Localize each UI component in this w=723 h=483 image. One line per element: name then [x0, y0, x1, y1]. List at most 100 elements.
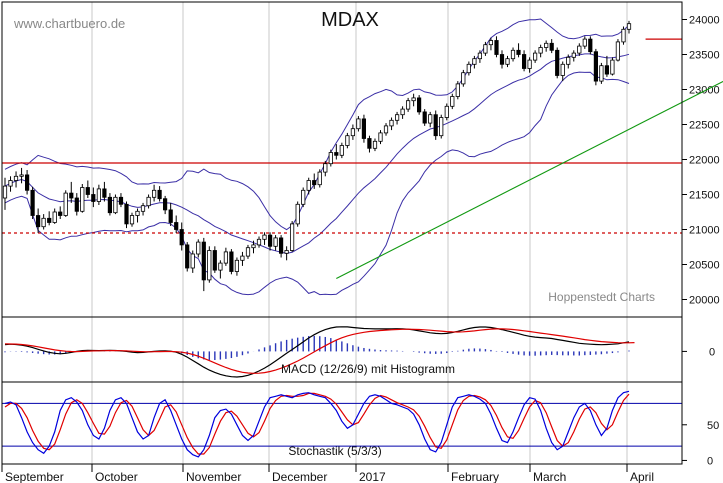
candle-body — [544, 42, 549, 48]
stochastic-label: Stochastik (5/3/3) — [288, 444, 381, 458]
trendline-segment — [336, 80, 723, 279]
x-tick-label: December — [272, 470, 327, 483]
candle-body — [196, 241, 201, 255]
candle-body — [345, 135, 350, 146]
macd-histogram — [4, 335, 630, 361]
x-axis: September October November December 2017 Febr… — [1, 464, 654, 483]
stochastic-y-tick-label: 0 — [707, 455, 713, 467]
stochastic-d-line — [4, 392, 630, 455]
watermark: www.chartbuero.de — [13, 16, 125, 31]
candle-body — [113, 196, 118, 214]
candle-body — [339, 145, 344, 156]
stochastic-y-tick-label: 50 — [707, 420, 719, 432]
candle-body — [190, 253, 195, 269]
candle-body — [522, 54, 527, 69]
candle-body — [74, 197, 79, 212]
candle-body — [251, 244, 256, 249]
y-tick-label: 22000 — [689, 155, 720, 167]
candle-body — [472, 58, 477, 65]
candle-body — [334, 152, 339, 156]
candle-body — [278, 237, 284, 254]
candle-body — [604, 65, 610, 75]
candle-body — [207, 250, 212, 281]
stochastic-k-line — [4, 390, 630, 458]
candle-body — [151, 189, 157, 198]
candle-body — [174, 222, 179, 230]
macd-panel: 0 MACD (12/26/9) mit Histogramm — [4, 326, 715, 378]
candle-body — [394, 114, 400, 121]
candle-body — [593, 51, 599, 82]
candle-body — [588, 38, 593, 53]
stochastic-levels — [2, 402, 682, 447]
macd-axis: 0 — [682, 346, 715, 358]
candle-body — [118, 196, 124, 205]
candle-body — [295, 203, 300, 225]
candle-body — [24, 174, 30, 191]
candle-body — [312, 180, 317, 186]
candle-body — [80, 187, 85, 212]
candle-body — [36, 215, 41, 228]
candle-body — [19, 174, 24, 177]
candle-body — [124, 203, 129, 225]
candle-body — [527, 59, 532, 69]
candle-body — [582, 38, 587, 47]
candle-body — [2, 185, 8, 199]
candle-body — [549, 42, 554, 51]
candle-body — [30, 189, 35, 216]
y-tick-label: 20500 — [689, 260, 720, 272]
candle-body — [483, 44, 488, 54]
candle-body — [610, 59, 615, 75]
candle-body — [107, 196, 112, 214]
candle-body — [378, 132, 383, 142]
candle-body — [450, 96, 455, 107]
y-tick-label: 22500 — [689, 120, 720, 132]
candle-body — [389, 119, 394, 127]
candle-body — [383, 125, 389, 134]
candle-body — [301, 189, 306, 205]
candle-body — [621, 28, 626, 43]
candle-body — [466, 63, 471, 74]
candle-body — [140, 205, 146, 212]
candle-body — [284, 250, 289, 254]
candle-body — [367, 138, 372, 149]
candle-body — [157, 189, 162, 200]
price-axis: 2400023500230002250022000215002100020500… — [682, 15, 720, 307]
candle-body — [400, 108, 405, 116]
candle-body — [461, 72, 466, 85]
macd-signal-line — [4, 328, 635, 374]
panel-frames — [1, 1, 683, 465]
candle-body — [323, 163, 328, 173]
price-panel: www.chartbuero.de MDAX Hoppenstedt Chart… — [2, 9, 723, 307]
candle-body — [577, 45, 582, 54]
candle-body — [615, 41, 621, 61]
candle-body — [494, 40, 499, 55]
stochastic-axis: 50 0 — [682, 420, 719, 467]
candle-body — [372, 140, 378, 149]
x-tick-label: February — [451, 470, 499, 483]
upper-band — [4, 18, 630, 231]
candle-body — [256, 238, 262, 246]
candle-body — [477, 52, 483, 60]
macd-label: MACD (12/26/9) mit Histogramm — [281, 362, 455, 376]
candle-body — [179, 229, 184, 246]
candle-body — [13, 175, 19, 181]
credit-label: Hoppenstedt Charts — [548, 290, 655, 304]
candle-body — [212, 250, 217, 271]
candle-body — [422, 111, 427, 124]
candle-body — [218, 262, 223, 271]
candle-body — [234, 259, 239, 272]
candle-body — [356, 118, 361, 130]
candle-body — [102, 188, 107, 198]
x-tick-label: March — [533, 470, 566, 483]
candle-body — [201, 241, 206, 281]
candle-body — [499, 54, 505, 65]
candle-body — [411, 97, 416, 102]
trendline — [336, 80, 723, 279]
candle-body — [328, 152, 333, 165]
candle-body — [52, 211, 57, 223]
candle-body — [416, 97, 422, 113]
candle-body — [505, 58, 510, 65]
candle-body — [599, 65, 604, 82]
stochastic-panel: 50 0 Stochastik (5/3/3) — [2, 390, 719, 467]
candle-body — [538, 47, 543, 54]
